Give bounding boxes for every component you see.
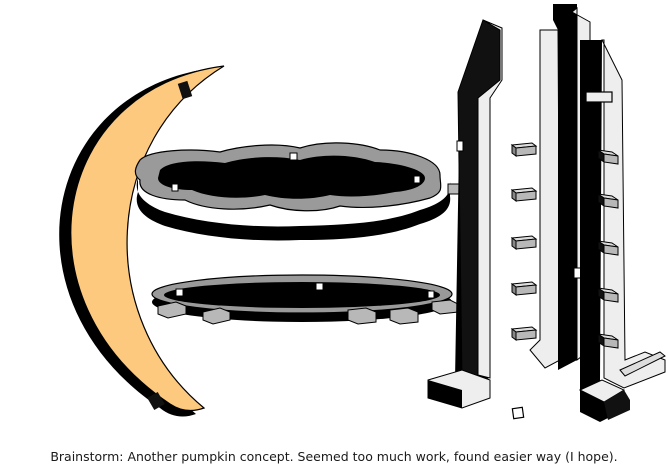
- crescent-piece: [59, 65, 225, 417]
- right-column-dark: [580, 40, 620, 422]
- upper-ring-hole: [158, 155, 425, 199]
- lower-ring: [151, 274, 459, 325]
- peg: [597, 287, 619, 303]
- peg: [510, 281, 538, 296]
- upper-ring-slot-2: [413, 175, 421, 184]
- ring-tab: [389, 307, 419, 325]
- upper-ring-slot-1: [289, 152, 298, 161]
- lower-ring-slot-3: [427, 290, 435, 299]
- lower-ring-slot-1: [175, 288, 184, 297]
- right-column-foot-right: [604, 390, 630, 420]
- left-post-foot-side: [428, 380, 462, 408]
- middle-column-dark: [553, 4, 577, 370]
- peg: [597, 149, 619, 165]
- peg: [597, 240, 619, 256]
- lower-ring-tabs: [157, 299, 459, 325]
- left-pegs: [510, 142, 538, 341]
- right-column-foot-bar: [619, 351, 666, 377]
- diagram-caption: Brainstorm: Another pumpkin concept. See…: [50, 449, 618, 464]
- middle-column-slot: [573, 267, 582, 279]
- right-pegs: [597, 149, 619, 349]
- ring-tab: [157, 301, 187, 319]
- upper-wavy-ring: [134, 142, 465, 241]
- lower-ring-slot-2: [315, 282, 324, 291]
- peg: [510, 235, 538, 250]
- ring-tab: [347, 307, 377, 325]
- peg: [597, 193, 619, 209]
- upper-ring-slot-3: [171, 183, 179, 192]
- ring-tab: [202, 307, 231, 325]
- right-column-slot: [585, 91, 613, 103]
- peg: [510, 187, 538, 202]
- left-post-dark-face: [428, 20, 485, 398]
- lower-ring-hole: [164, 282, 440, 308]
- loose-square-piece: [511, 406, 525, 420]
- left-post-light-face: [477, 19, 503, 379]
- crescent-notch-top: [177, 80, 193, 100]
- crescent-face: [70, 65, 225, 412]
- crescent-notch-bottom: [147, 391, 165, 411]
- left-post-slot: [456, 140, 464, 152]
- upper-ring-side: [136, 178, 451, 241]
- right-column: [578, 39, 666, 422]
- ring-tab: [431, 299, 459, 315]
- peg: [597, 333, 619, 349]
- left-post: [427, 19, 503, 409]
- peg: [510, 142, 538, 157]
- peg: [510, 326, 538, 341]
